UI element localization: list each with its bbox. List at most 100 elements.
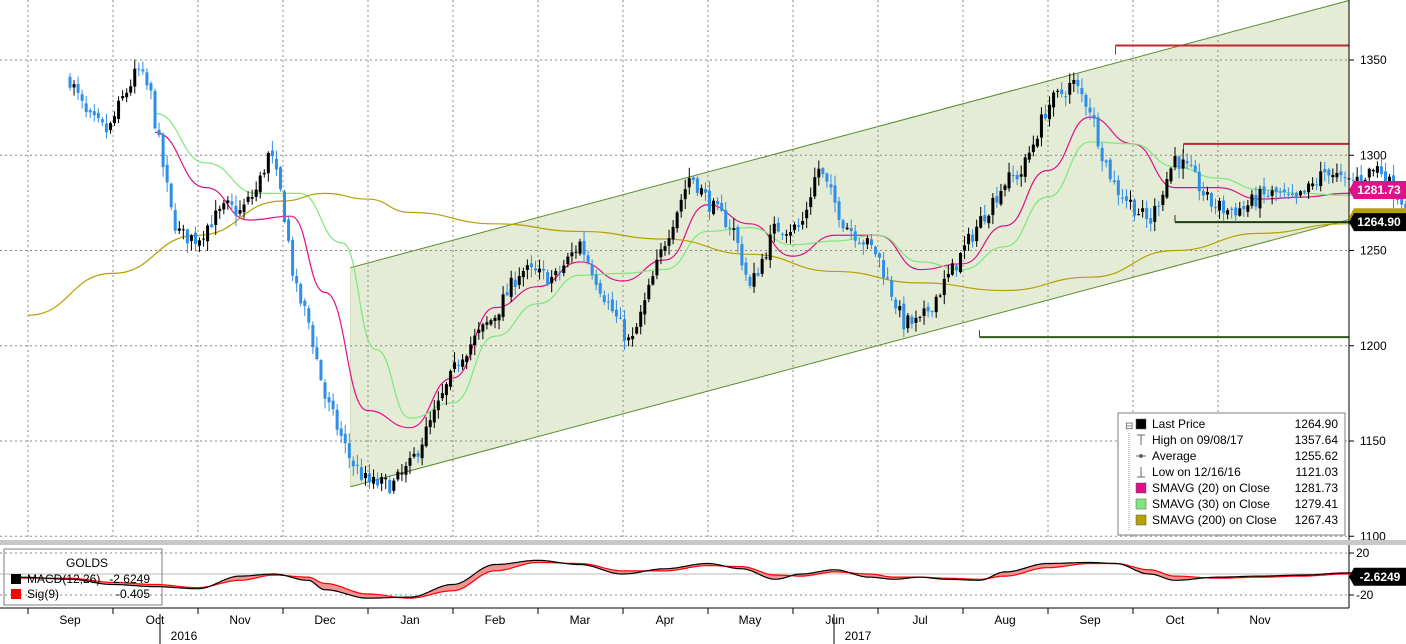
candle-down <box>1351 179 1355 181</box>
candle-down <box>1278 191 1282 193</box>
candle-down <box>728 227 732 229</box>
candle-down <box>1327 169 1331 176</box>
candle-up <box>189 235 193 241</box>
candle-up <box>788 232 792 236</box>
candle-down <box>319 360 323 381</box>
candle-down <box>1404 203 1406 213</box>
candle-up <box>967 233 971 245</box>
candle-up <box>999 190 1003 205</box>
candle-down <box>339 428 343 436</box>
candle-down <box>886 277 890 279</box>
candle-down <box>780 233 784 235</box>
candle-up <box>1331 174 1335 178</box>
legend-label: SMAVG (30) on Close <box>1152 497 1270 511</box>
legend-collapse-icon[interactable]: ⊟ <box>1125 421 1133 432</box>
candle-down <box>983 215 987 222</box>
price-tag <box>1349 181 1406 200</box>
candle-up <box>121 96 125 99</box>
candle-down <box>141 69 145 72</box>
legend-high-marker <box>1137 434 1145 445</box>
legend-value: 1281.73 <box>1295 481 1339 495</box>
candle-down <box>84 103 88 112</box>
candle-down <box>890 280 894 297</box>
legend-label: SMAVG (20) on Close <box>1152 481 1270 495</box>
candle-down <box>878 253 882 258</box>
candle-down <box>1294 193 1298 197</box>
candle-up <box>635 326 639 334</box>
candle-up <box>113 116 117 124</box>
candle-down <box>623 319 627 341</box>
candle-down <box>720 203 724 211</box>
legend-label: Average <box>1152 449 1197 463</box>
candle-down <box>88 110 92 113</box>
candle-up <box>538 268 542 273</box>
month-label: Oct <box>146 613 165 627</box>
candle-down <box>1400 198 1404 205</box>
candle-down <box>1286 193 1290 195</box>
candle-down <box>614 309 618 317</box>
candle-down <box>1104 160 1108 163</box>
candle-up <box>1153 205 1157 222</box>
candle-up <box>436 400 440 411</box>
candle-up <box>473 335 477 346</box>
candle-down <box>1157 205 1161 207</box>
candle-down <box>825 173 829 182</box>
candle-down <box>165 164 169 183</box>
candle-down <box>873 246 877 255</box>
month-label: Nov <box>229 613 250 627</box>
candle-down <box>776 222 780 232</box>
candle-up <box>372 476 376 484</box>
candle-down <box>1064 96 1068 98</box>
candle-up <box>202 238 206 240</box>
candle-down <box>1043 113 1047 119</box>
candle-down <box>343 433 347 444</box>
candle-down <box>602 295 606 302</box>
candle-up <box>1161 194 1165 206</box>
legend-box <box>1117 412 1346 536</box>
candle-down <box>68 76 72 88</box>
candle-down <box>315 347 319 360</box>
candle-up <box>643 300 647 315</box>
candle-down <box>995 196 999 203</box>
month-label: May <box>739 613 762 627</box>
candle-up <box>246 196 250 202</box>
candle-up <box>764 257 768 259</box>
candle-up <box>1023 157 1027 177</box>
candle-down <box>618 317 622 319</box>
candle-down <box>1088 107 1092 113</box>
panel-separator[interactable] <box>0 540 1406 545</box>
candle-up <box>651 276 655 285</box>
candle-up <box>979 216 983 228</box>
candle-up <box>509 277 513 297</box>
candle-up <box>238 210 242 214</box>
candle-up <box>578 241 582 254</box>
candle-down <box>278 167 282 190</box>
candle-down <box>1379 166 1383 175</box>
candle-up <box>550 276 554 284</box>
candle-up <box>453 362 457 369</box>
candle-down <box>542 268 546 271</box>
macd-line <box>18 559 1406 599</box>
candle-up <box>663 246 667 251</box>
candle-up <box>1169 168 1173 182</box>
candle-up <box>465 356 469 363</box>
candle-down <box>283 191 287 223</box>
candle-down <box>359 467 363 480</box>
candle-down <box>513 279 517 287</box>
candle-down <box>1060 89 1064 94</box>
candle-down <box>1116 180 1120 196</box>
candle-down <box>295 276 299 284</box>
candle-up <box>752 273 756 287</box>
candle-up <box>817 168 821 178</box>
candle-down <box>1201 190 1205 196</box>
candle-up <box>712 200 716 215</box>
year-label: 2017 <box>845 629 872 643</box>
candle-up <box>946 273 950 278</box>
candle-up <box>1007 172 1011 189</box>
candle-down <box>311 325 315 348</box>
candle-down <box>1234 207 1238 216</box>
candle-up <box>784 234 788 236</box>
candle-up <box>991 197 995 216</box>
candle-up <box>809 197 813 208</box>
month-label: Apr <box>656 613 675 627</box>
